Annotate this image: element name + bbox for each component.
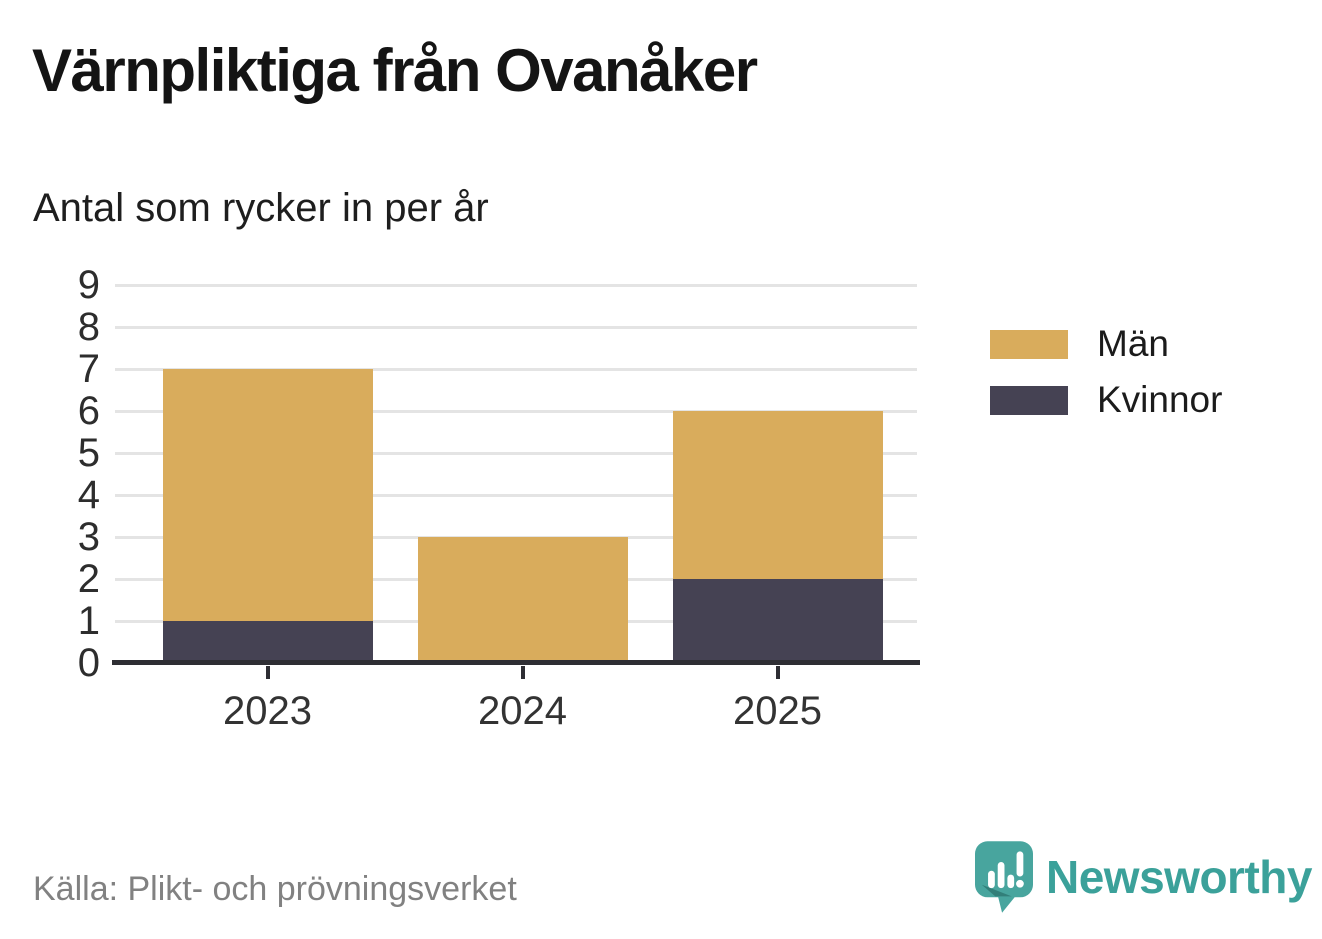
x-tick-label-2024: 2024 — [478, 689, 567, 733]
x-tick-label-2023: 2023 — [223, 689, 312, 733]
gridline-4 — [115, 493, 917, 497]
source-note: Källa: Plikt- och prövningsverket — [33, 870, 517, 908]
y-tick-label-7: 7 — [77, 347, 100, 391]
x-tick-2024 — [520, 666, 525, 679]
bar-män-2023 — [162, 369, 373, 621]
bar-kvinnor-2023 — [162, 621, 373, 663]
y-tick-label-9: 9 — [77, 263, 100, 307]
bar-kvinnor-2025 — [672, 579, 883, 663]
newsworthy-logo-icon — [975, 841, 1033, 913]
chart-title: Värnpliktiga från Ovanåker — [32, 37, 758, 104]
brand-name: Newsworthy — [1046, 851, 1312, 903]
legend-label-kvinnor: Kvinnor — [1097, 379, 1223, 420]
bar-män-2024 — [417, 537, 628, 663]
gridline-7 — [115, 367, 917, 371]
gridline-5 — [115, 451, 917, 455]
plot-area: 2023 2024 2025 — [112, 283, 920, 733]
gridline-6 — [115, 409, 917, 413]
legend-swatch-män — [990, 329, 1068, 359]
y-tick-label-4: 4 — [77, 473, 100, 517]
legend-item-män: Män — [990, 316, 1222, 372]
bar-män-2025 — [672, 411, 883, 579]
legend-item-kvinnor: Kvinnor — [990, 372, 1222, 428]
x-axis-line — [112, 660, 920, 665]
gridline-8 — [115, 325, 917, 329]
legend-label-män: Män — [1097, 323, 1169, 364]
brand-logo: Newsworthy — [975, 841, 1312, 913]
gridline-9 — [115, 283, 917, 287]
x-tick-2025 — [775, 666, 780, 679]
y-tick-label-1: 1 — [77, 599, 100, 643]
legend: Män Kvinnor — [990, 316, 1222, 428]
y-tick-label-3: 3 — [77, 515, 100, 559]
x-tick-2023 — [265, 666, 270, 679]
y-tick-label-6: 6 — [77, 389, 100, 433]
y-tick-label-5: 5 — [77, 431, 100, 475]
chart-subtitle: Antal som rycker in per år — [33, 186, 489, 230]
legend-swatch-kvinnor — [990, 385, 1068, 415]
y-tick-label-0: 0 — [77, 641, 100, 685]
y-tick-label-2: 2 — [77, 557, 100, 601]
y-tick-label-8: 8 — [77, 305, 100, 349]
x-tick-label-2025: 2025 — [733, 689, 822, 733]
